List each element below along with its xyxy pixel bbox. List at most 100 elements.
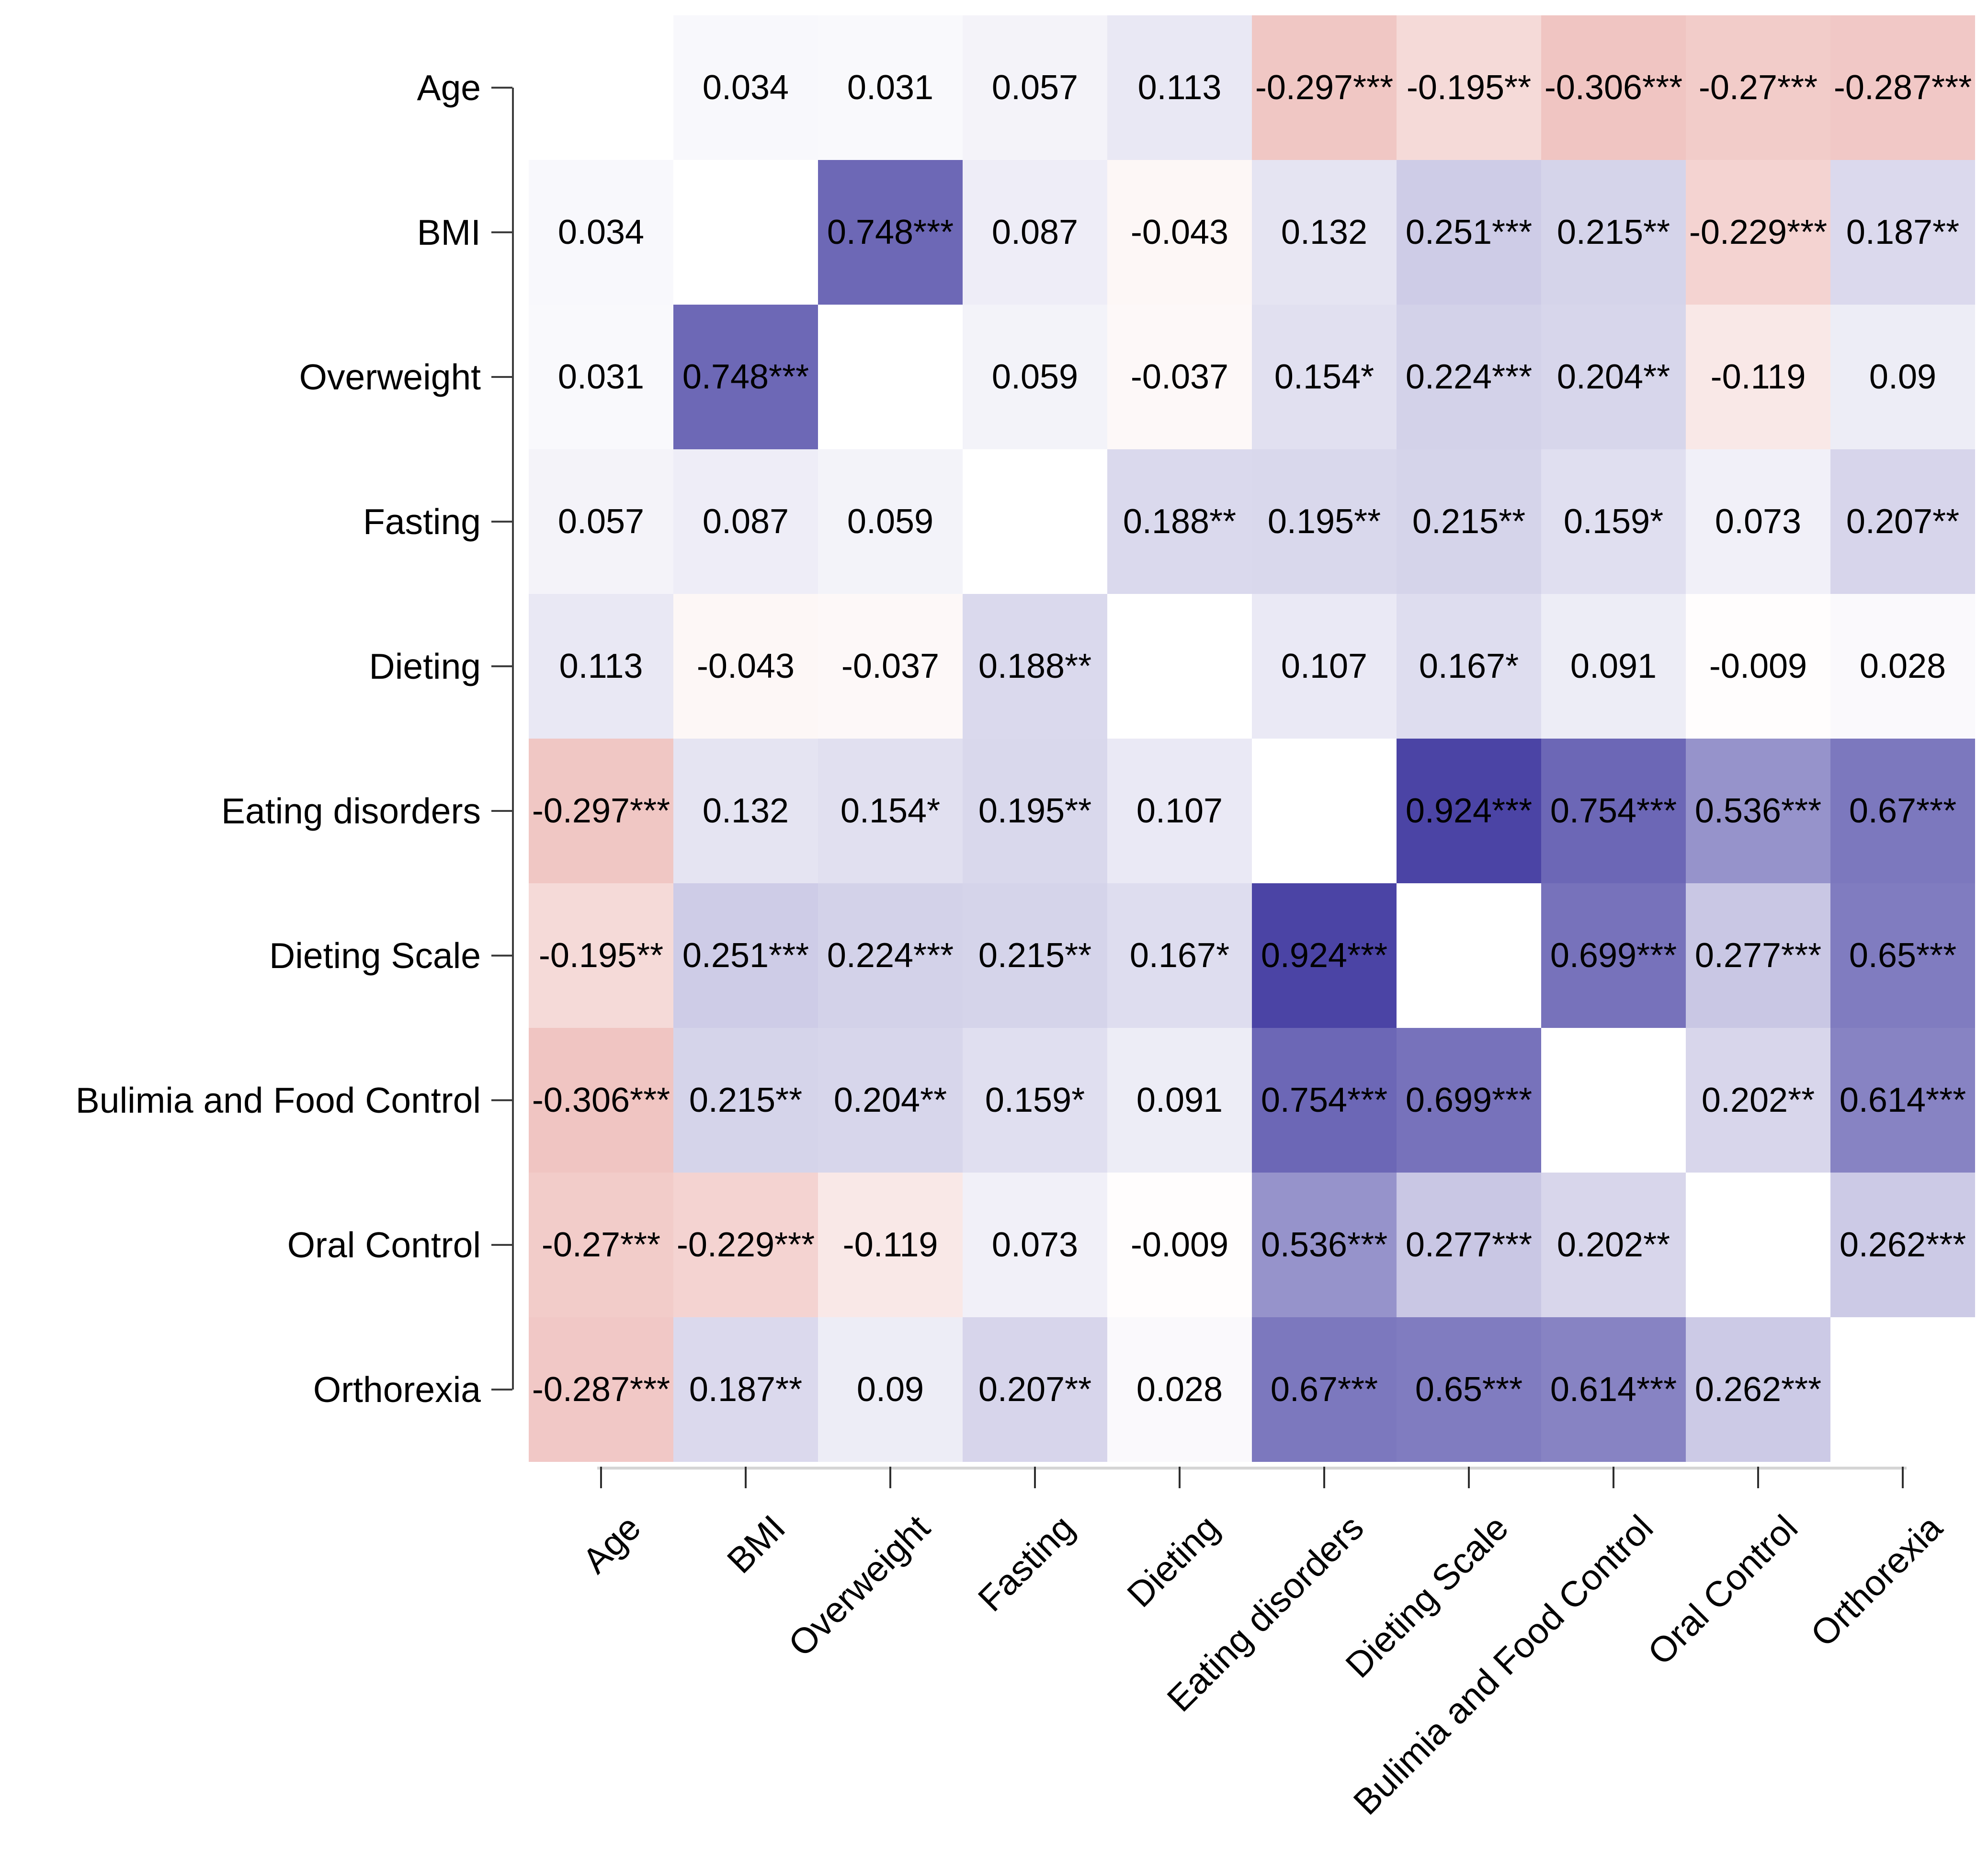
x-axis-tick [745, 1467, 747, 1488]
heatmap-cell: 0.195** [963, 739, 1107, 883]
heatmap-cell: 0.204** [818, 1028, 963, 1173]
y-axis-tick [491, 1244, 512, 1246]
heatmap-cell: 0.107 [1252, 594, 1397, 739]
heatmap-cell: 0.132 [673, 739, 818, 883]
heatmap-cell: 0.748*** [673, 305, 818, 449]
x-axis-tick [600, 1467, 602, 1488]
y-axis-label: Oral Control [287, 1225, 481, 1265]
y-axis-label: Age [417, 68, 481, 108]
y-axis-label: Dieting Scale [269, 935, 481, 976]
y-axis-label: Orthorexia [313, 1369, 481, 1410]
y-axis-label: Dieting [369, 646, 481, 686]
heatmap-cell: 0.65*** [1397, 1317, 1541, 1462]
heatmap-cell: 0.224*** [818, 883, 963, 1028]
y-axis-tick [491, 1099, 512, 1101]
heatmap-cell: 0.09 [1830, 305, 1975, 449]
heatmap-cell: 0.67*** [1830, 739, 1975, 883]
heatmap-cell: 0.754*** [1541, 739, 1686, 883]
heatmap-cell: 0.699*** [1397, 1028, 1541, 1173]
y-axis-tick [491, 665, 512, 667]
y-axis-tick [491, 1389, 512, 1391]
heatmap-cell: -0.306*** [1541, 15, 1686, 160]
heatmap-cell: 0.924*** [1397, 739, 1541, 883]
heatmap-cell: 0.059 [818, 449, 963, 594]
heatmap-cell: 0.536*** [1252, 1173, 1397, 1317]
heatmap-cell: 0.154* [1252, 305, 1397, 449]
y-axis-label: Overweight [299, 357, 481, 397]
heatmap-cell: 0.699*** [1541, 883, 1686, 1028]
heatmap-cell: 0.159* [1541, 449, 1686, 594]
x-axis-label: Orthorexia [1803, 1507, 1950, 1654]
y-axis-label: BMI [417, 212, 481, 252]
heatmap-cell: 0.277*** [1686, 883, 1830, 1028]
x-axis-label: Bulimia and Food Control [1345, 1507, 1661, 1823]
heatmap-cell: -0.119 [1686, 305, 1830, 449]
heatmap-cell: 0.113 [529, 594, 673, 739]
heatmap-cell: 0.924*** [1252, 883, 1397, 1028]
heatmap-cell: 0.215** [1397, 449, 1541, 594]
heatmap-cell: -0.297*** [529, 739, 673, 883]
x-axis-tick [1613, 1467, 1614, 1488]
heatmap-cell: 0.091 [1541, 594, 1686, 739]
heatmap-cell: -0.195** [529, 883, 673, 1028]
y-axis-label: Fasting [363, 502, 481, 542]
heatmap-cell: 0.614*** [1541, 1317, 1686, 1462]
x-axis-label: Age [574, 1507, 648, 1581]
heatmap-cell: 0.215** [1541, 160, 1686, 305]
heatmap-cell: 0.113 [1107, 15, 1252, 160]
heatmap-cell: 0.262*** [1686, 1317, 1830, 1462]
heatmap-cell: 0.073 [1686, 449, 1830, 594]
x-axis-label: Overweight [780, 1507, 938, 1664]
heatmap-cell: -0.27*** [529, 1173, 673, 1317]
x-axis-line [597, 1467, 1907, 1470]
heatmap-cell: 0.614*** [1830, 1028, 1975, 1173]
heatmap-cell: 0.09 [818, 1317, 963, 1462]
heatmap-cell: 0.087 [963, 160, 1107, 305]
x-axis-label: Oral Control [1639, 1507, 1806, 1673]
x-axis-label: Fasting [970, 1507, 1082, 1619]
heatmap-cell: -0.27*** [1686, 15, 1830, 160]
y-axis-tick [491, 955, 512, 957]
heatmap-cell: 0.207** [963, 1317, 1107, 1462]
y-axis-line [512, 88, 514, 1390]
x-axis-tick [889, 1467, 891, 1488]
heatmap-cell: -0.009 [1686, 594, 1830, 739]
heatmap-cell: 0.091 [1107, 1028, 1252, 1173]
heatmap-cell: 0.748*** [818, 160, 963, 305]
y-axis-tick [491, 810, 512, 812]
heatmap-cell: 0.204** [1541, 305, 1686, 449]
heatmap-cell: 0.251*** [1397, 160, 1541, 305]
heatmap-cell: 0.536*** [1686, 739, 1830, 883]
heatmap-cell: 0.167* [1397, 594, 1541, 739]
heatmap-cell: 0.187** [1830, 160, 1975, 305]
heatmap-cell: 0.65*** [1830, 883, 1975, 1028]
heatmap-cell: 0.167* [1107, 883, 1252, 1028]
heatmap-cell: 0.188** [963, 594, 1107, 739]
heatmap-cell: -0.297*** [1252, 15, 1397, 160]
x-axis-tick [1034, 1467, 1036, 1488]
heatmap-cell: 0.034 [673, 15, 818, 160]
heatmap-cell: -0.043 [673, 594, 818, 739]
heatmap-cell: 0.224*** [1397, 305, 1541, 449]
y-axis-label: Eating disorders [221, 791, 481, 831]
heatmap-cell: -0.306*** [529, 1028, 673, 1173]
y-axis-tick [491, 231, 512, 233]
heatmap-cell: 0.107 [1107, 739, 1252, 883]
heatmap-cell: 0.057 [529, 449, 673, 594]
heatmap-cell: -0.195** [1397, 15, 1541, 160]
heatmap-cell: 0.277*** [1397, 1173, 1541, 1317]
heatmap-cell: 0.159* [963, 1028, 1107, 1173]
y-axis-label: Bulimia and Food Control [75, 1080, 481, 1120]
heatmap-cell: -0.287*** [529, 1317, 673, 1462]
heatmap-cell: 0.031 [529, 305, 673, 449]
heatmap-cell: 0.251*** [673, 883, 818, 1028]
heatmap-cell: 0.202** [1541, 1173, 1686, 1317]
y-axis-tick [491, 376, 512, 378]
x-axis-tick [1757, 1467, 1759, 1488]
heatmap-cell: 0.262*** [1830, 1173, 1975, 1317]
x-axis-tick [1468, 1467, 1470, 1488]
heatmap-cell: 0.215** [673, 1028, 818, 1173]
heatmap-cell: 0.132 [1252, 160, 1397, 305]
x-axis-label: Dieting [1119, 1507, 1227, 1615]
